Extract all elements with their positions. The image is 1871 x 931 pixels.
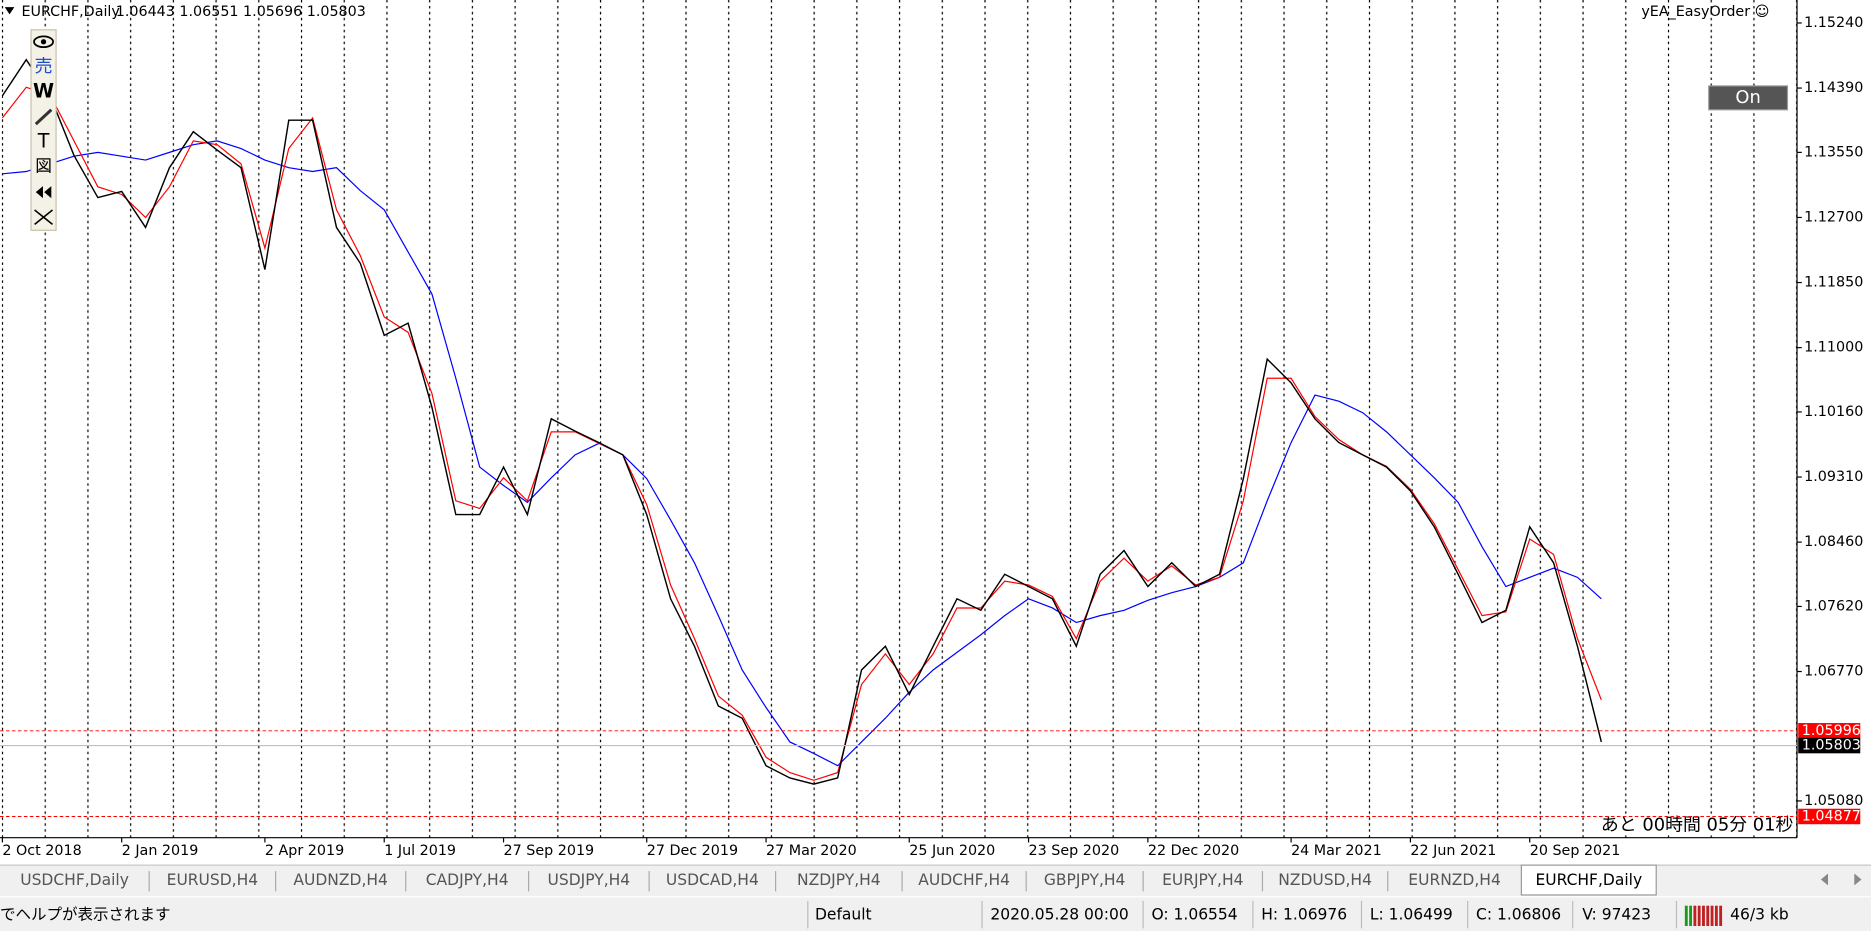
tab-scroll-left[interactable] bbox=[1820, 873, 1829, 886]
x-tick-label: 2 Apr 2019 bbox=[265, 843, 344, 859]
tab[interactable]: USDCAD,H4 bbox=[666, 871, 759, 889]
tab[interactable]: EURJPY,H4 bbox=[1162, 871, 1243, 889]
status-profile: Default bbox=[815, 906, 872, 924]
y-tick-label: 1.05080 bbox=[1804, 793, 1863, 809]
x-tick-label: 22 Dec 2020 bbox=[1148, 843, 1239, 859]
plot bbox=[1, 58, 1603, 785]
status-help: でヘルプが表示されます bbox=[0, 906, 171, 924]
x-tick-label: 22 Jun 2021 bbox=[1410, 843, 1496, 859]
rewind-icon[interactable] bbox=[35, 186, 43, 199]
x-tick-label: 27 Mar 2020 bbox=[766, 843, 857, 859]
price-label: 1.04877 bbox=[1802, 808, 1861, 824]
figure-icon[interactable]: 図 bbox=[35, 156, 52, 176]
x-tick-label: 27 Dec 2019 bbox=[647, 843, 738, 859]
status-bar bbox=[0, 897, 1871, 931]
price-label-box bbox=[1798, 723, 1861, 739]
tab[interactable]: AUDCHF,H4 bbox=[918, 871, 1010, 889]
status-items: でヘルプが表示されます Default 2020.05.28 00:00 O: 1.0… bbox=[0, 900, 1789, 929]
price-label-box bbox=[1798, 808, 1861, 825]
x-tick-label: 23 Sep 2020 bbox=[1029, 843, 1120, 859]
series-line bbox=[1, 58, 1603, 785]
y-tick-label: 1.11850 bbox=[1804, 275, 1863, 291]
tabs: USDCHF,Daily EURUSD,H4 AUDNZD,H4 CADJPY,H4 U… bbox=[20, 864, 1657, 896]
tab[interactable]: EURNZD,H4 bbox=[1408, 871, 1501, 889]
series-line bbox=[2, 140, 1602, 767]
y-tick-label: 1.11000 bbox=[1804, 340, 1863, 356]
x-tick-label: 20 Sep 2021 bbox=[1530, 843, 1621, 859]
y-tick-label: 1.12700 bbox=[1804, 209, 1863, 225]
traffic-bar bbox=[1714, 905, 1718, 926]
sell-icon[interactable]: 売 bbox=[35, 56, 53, 77]
y-tick-label: 1.13550 bbox=[1804, 144, 1863, 160]
countdown-bg bbox=[1584, 813, 1796, 836]
traffic-bar bbox=[1689, 905, 1693, 926]
x-tick-label: 24 Mar 2021 bbox=[1291, 843, 1382, 859]
traffic-bar bbox=[1684, 905, 1688, 926]
tab[interactable]: CADJPY,H4 bbox=[426, 871, 509, 889]
tab[interactable]: GBPJPY,H4 bbox=[1044, 871, 1125, 889]
y-tick-label: 1.09310 bbox=[1804, 469, 1863, 485]
tab[interactable]: NZDUSD,H4 bbox=[1278, 871, 1372, 889]
tab[interactable]: EURCHF,Daily bbox=[1535, 871, 1642, 889]
y-tick-label: 1.10160 bbox=[1804, 404, 1863, 420]
tab-scroll-right[interactable] bbox=[1854, 873, 1862, 886]
traffic-bar bbox=[1706, 905, 1710, 926]
y-tick-label: 1.08460 bbox=[1804, 534, 1863, 550]
status-volume: V: 97423 bbox=[1582, 906, 1651, 924]
ea-name: yEA_EasyOrder ☺ bbox=[1641, 4, 1769, 20]
traffic-bar bbox=[1719, 905, 1723, 926]
y-tick-label: 1.14390 bbox=[1804, 80, 1863, 96]
bid-label: 1.05803 bbox=[1802, 738, 1861, 754]
menu-arrow[interactable] bbox=[4, 7, 15, 15]
vertical-grid bbox=[0, 0, 1798, 838]
bid-label-box bbox=[1798, 737, 1861, 754]
pencil-icon[interactable] bbox=[34, 108, 53, 126]
status-open: O: 1.06554 bbox=[1151, 906, 1237, 924]
traffic-bar bbox=[1697, 905, 1701, 926]
status-time: 2020.05.28 00:00 bbox=[990, 906, 1128, 924]
x-tick-label: 2 Jan 2019 bbox=[122, 843, 199, 859]
text-icon[interactable]: T bbox=[37, 130, 50, 153]
traffic-bar bbox=[1710, 905, 1714, 926]
y-tick-label: 1.15240 bbox=[1804, 15, 1863, 31]
tab[interactable]: AUDNZD,H4 bbox=[293, 871, 387, 889]
on-button[interactable] bbox=[1708, 85, 1789, 111]
rewind-icon-2 bbox=[44, 186, 52, 199]
ohlc: 1.06443 1.06551 1.05696 1.05803 bbox=[116, 4, 366, 20]
on-button-label[interactable]: On bbox=[1735, 87, 1760, 108]
symbol: EURCHF,Daily bbox=[21, 4, 120, 20]
traffic-bar bbox=[1702, 905, 1705, 926]
tab[interactable]: NZDJPY,H4 bbox=[797, 871, 881, 889]
eye-pupil bbox=[40, 39, 47, 45]
price-label: 1.05996 bbox=[1802, 723, 1861, 739]
x-tick-label: 1 Jul 2019 bbox=[384, 843, 456, 859]
series-line bbox=[1, 86, 1602, 781]
active-tab-bg bbox=[1520, 864, 1657, 896]
toolbar-bg bbox=[30, 29, 57, 231]
x-tick-label: 25 Jun 2020 bbox=[909, 843, 995, 859]
status-traffic: 46/3 kb bbox=[1730, 906, 1789, 924]
status-high: H: 1.06976 bbox=[1261, 906, 1347, 924]
countdown: あと 00時間 05分 01秒 bbox=[1601, 815, 1794, 836]
status-low: L: 1.06499 bbox=[1370, 906, 1453, 924]
x-tick-label: 2 Oct 2018 bbox=[2, 843, 81, 859]
tab[interactable]: USDJPY,H4 bbox=[548, 871, 631, 889]
y-tick-label: 1.07620 bbox=[1804, 598, 1863, 614]
eye-icon[interactable] bbox=[33, 35, 54, 49]
x-tick-label: 27 Sep 2019 bbox=[504, 843, 595, 859]
tab[interactable]: USDCHF,Daily bbox=[20, 871, 129, 889]
status-close: C: 1.06806 bbox=[1476, 906, 1561, 924]
w-icon[interactable]: W bbox=[33, 79, 54, 102]
toolbar: 売 W T 図 bbox=[30, 29, 57, 231]
traffic-bar bbox=[1693, 905, 1697, 926]
tab[interactable]: EURUSD,H4 bbox=[167, 871, 258, 889]
scissors-icon-2 bbox=[34, 209, 53, 225]
y-tick-label: 1.06770 bbox=[1804, 664, 1863, 680]
